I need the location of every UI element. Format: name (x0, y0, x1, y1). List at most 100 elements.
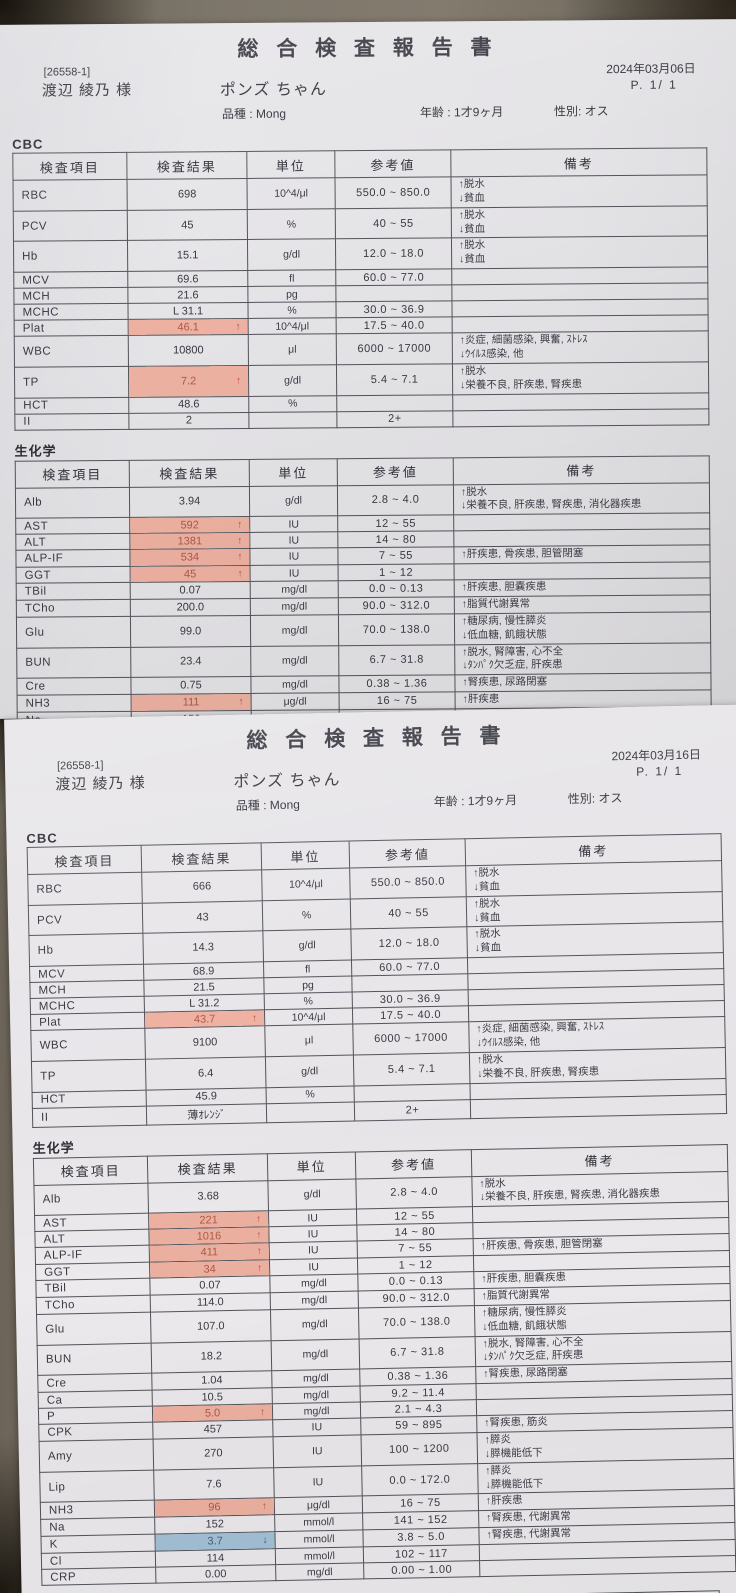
owner-name: 渡辺 綾乃 様 (41, 81, 133, 100)
high-arrow-icon: ↑ (256, 1229, 262, 1241)
report-id: [26558-1] (56, 759, 104, 773)
unit-cell: % (247, 208, 336, 240)
sex-label: 性別: オス (567, 791, 623, 807)
result-value: 592 (180, 519, 199, 532)
report-id: [26558-1] (43, 66, 91, 79)
unit-cell: mg/dl (270, 1291, 359, 1310)
reference-range-cell: 100 ~ 1200 (361, 1432, 478, 1466)
result-value: 698 (177, 188, 197, 201)
report-header: 総 合 検 査 報 告 書 [26558-1] 渡辺 綾乃 様 ポンズ ちゃん … (4, 705, 736, 830)
unit-cell: 10^4/μl (246, 177, 336, 210)
unit-cell: IU (269, 1241, 358, 1260)
column-header-item: 検査項目 (15, 459, 130, 488)
reference-range-cell: 40 ~ 55 (350, 896, 467, 930)
test-item-cell: MCV (13, 271, 128, 289)
test-result-cell: 270 (153, 1436, 274, 1470)
result-value: 0.75 (180, 679, 202, 692)
test-item-cell: Glu (16, 616, 131, 648)
test-item-cell: MCH (13, 287, 128, 305)
low-arrow-icon: ↓ (262, 1534, 268, 1547)
test-result-cell: 6.4 (145, 1056, 267, 1090)
reference-range-cell: 550.0 ~ 850.0 (334, 176, 452, 209)
reference-range-cell: 6.7 ~ 31.8 (338, 644, 455, 677)
test-result-cell: L 31.1 (127, 302, 249, 320)
remark-line: ↓低血糖, 飢餓状態 (462, 628, 547, 642)
unit-cell: g/dl (247, 239, 336, 271)
unit-cell: μg/dl (274, 1496, 363, 1516)
test-item-cell: TCho (16, 599, 131, 618)
remark-cell: ↑脱水 ↓貧血 (466, 922, 724, 958)
remark-line: ↓ｳｲﾙｽ感染, 他 (459, 347, 524, 361)
cbc-table-page1: 検査項目 検査結果 単位 参考値 備考 RBC 698 10^4/μl 550.0 ~… (12, 147, 709, 430)
pet-name: ポンズ ちゃん (233, 771, 341, 791)
column-header-unit: 単位 (249, 458, 338, 487)
biochemistry-table-page2: 検査項目 検査結果 単位 参考値 備考 Alb 3.68 g/dl 2.8 ~ 4.0… (33, 1144, 736, 1586)
result-value: 9100 (192, 1036, 218, 1049)
result-value: 96 (208, 1501, 221, 1514)
high-arrow-icon: ↑ (256, 1246, 262, 1258)
result-value: 14.3 (192, 941, 215, 955)
reference-range-cell: 30.0 ~ 36.9 (335, 301, 453, 318)
test-result-cell: 3.68 (147, 1180, 269, 1214)
test-item-cell: MCHC (13, 303, 129, 321)
test-item-cell: Lip (39, 1469, 155, 1503)
result-value: 5.0 (204, 1406, 221, 1420)
high-arrow-icon: ↑ (237, 551, 243, 563)
test-result-cell: 2 (128, 412, 249, 429)
reference-range-cell: 60.0 ~ 77.0 (335, 269, 452, 286)
unit-cell: IU (268, 1209, 357, 1228)
remark-line: ↑肝疾患, 胆嚢疾患 (461, 580, 547, 594)
test-result-cell: 43 (142, 900, 263, 934)
unit-cell: pg (247, 285, 336, 303)
remark-cell: ↑腎疾患, 尿路閉塞 (454, 673, 712, 693)
high-arrow-icon: ↑ (236, 375, 242, 387)
reference-range-cell: 5.4 ~ 7.1 (336, 363, 453, 396)
unit-cell: fl (263, 960, 352, 978)
page-number: P. 1/ 1 (630, 77, 678, 92)
unit-cell: mg/dl (250, 676, 340, 694)
test-item-cell: TP (31, 1059, 147, 1093)
result-value: 114 (206, 1551, 225, 1565)
unit-cell: g/dl (262, 929, 352, 962)
reference-range-cell: 16 ~ 75 (339, 692, 456, 710)
breed-label: 品種 : Mong (221, 106, 287, 122)
high-arrow-icon: ↑ (237, 519, 243, 531)
high-arrow-icon: ↑ (257, 1262, 263, 1274)
unit-cell: mg/dl (250, 580, 339, 599)
remark-line: ↑腎疾患, 尿路閉塞 (462, 675, 548, 689)
remark-line: ↓貧血 (458, 191, 485, 205)
unit-cell: mmol/l (274, 1530, 364, 1549)
column-header-reference: 参考値 (349, 838, 466, 869)
result-value: 46.1 (177, 320, 199, 334)
test-result-cell: 1381 ↑ (129, 532, 250, 550)
column-header-result: 検査結果 (129, 459, 250, 487)
column-header-item: 検査項目 (12, 152, 128, 181)
result-value: 43.7 (193, 1012, 216, 1026)
report-date: 2024年03月16日 (611, 747, 702, 764)
unit-cell: mmol/l (275, 1546, 364, 1565)
unit-cell: % (264, 992, 353, 1010)
column-header-reference: 参考値 (355, 1149, 472, 1179)
unit-cell: % (248, 395, 337, 413)
unit-cell: mg/dl (250, 614, 339, 647)
result-value: 69.6 (177, 273, 199, 286)
result-value: 15.1 (176, 249, 199, 262)
test-result-cell: 46.1 ↑ (128, 318, 249, 336)
column-header-item: 検査項目 (33, 1155, 148, 1186)
result-value: 114.0 (196, 1296, 224, 1309)
test-item-cell: TBil (16, 582, 131, 601)
result-value: 34 (203, 1263, 216, 1276)
result-value: 0.07 (199, 1279, 221, 1292)
reference-range-cell: 14 ~ 80 (337, 531, 454, 549)
unit-cell: μg/dl (251, 692, 340, 711)
result-value: 3.68 (197, 1190, 220, 1204)
reference-range-cell: 2.8 ~ 4.0 (337, 484, 454, 517)
test-item-cell: AST (15, 517, 130, 535)
test-item-cell: RBC (27, 872, 143, 906)
unit-cell: IU (250, 564, 339, 582)
remark-cell (452, 408, 709, 427)
test-result-cell: 69.6 (127, 270, 248, 288)
test-item-cell: Hb (28, 933, 144, 967)
reference-range-cell: 2.8 ~ 4.0 (355, 1176, 473, 1210)
result-value: 111 (182, 696, 200, 709)
